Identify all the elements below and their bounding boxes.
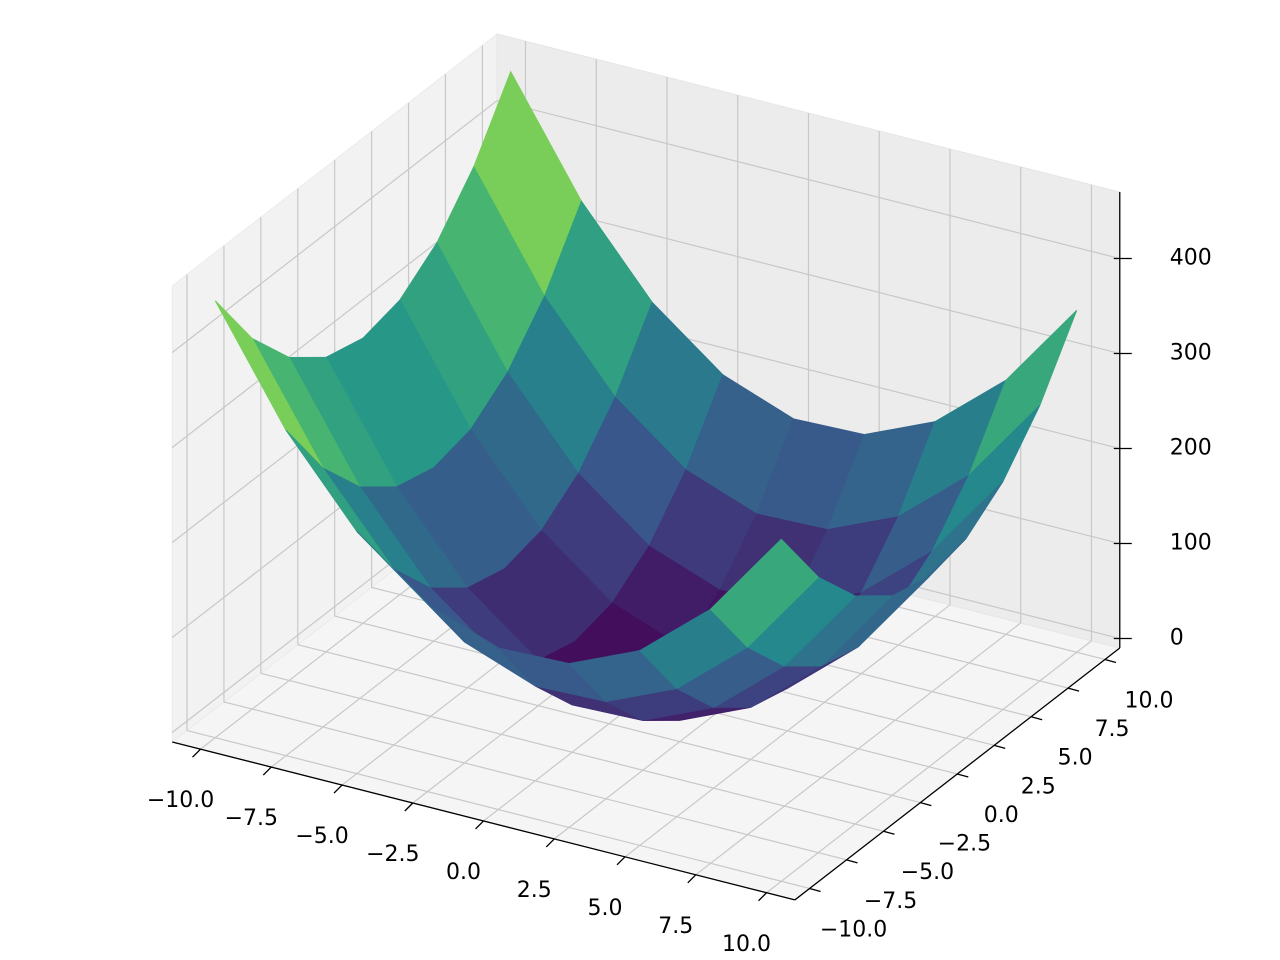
z-tick-label: 400	[1170, 246, 1212, 271]
surface-patch	[709, 538, 819, 648]
x-tick	[333, 784, 343, 794]
grid-line	[223, 701, 847, 861]
grid-line	[260, 672, 884, 832]
x-tick	[616, 856, 626, 866]
y-tick-label: 10.0	[1125, 688, 1174, 713]
x-tick	[475, 820, 484, 830]
x-tick-label: 10.0	[722, 932, 771, 957]
axis-line	[172, 741, 795, 901]
x-tick-label: −7.5	[225, 806, 278, 831]
y-tick	[1067, 687, 1080, 692]
y-tick	[957, 773, 969, 778]
y-tick	[994, 744, 1006, 749]
z-tick-label: 100	[1170, 531, 1212, 556]
y-tick	[1030, 716, 1043, 721]
x-tick-label: 7.5	[658, 914, 693, 939]
y-tick-label: −7.5	[864, 889, 917, 914]
z-tick-label: 300	[1170, 341, 1212, 366]
y-tick-label: −10.0	[820, 917, 887, 942]
x-tick-label: −10.0	[147, 788, 214, 813]
x-tick	[545, 838, 555, 848]
y-tick-label: −5.0	[901, 860, 954, 885]
y-tick-label: −2.5	[938, 832, 991, 857]
grid-line	[186, 729, 810, 890]
grid-line	[297, 644, 921, 804]
y-tick	[883, 830, 895, 835]
y-tick-label: 5.0	[1058, 746, 1093, 771]
x-tick-label: 5.0	[588, 896, 623, 921]
x-tick	[262, 766, 272, 776]
y-tick	[846, 859, 858, 864]
y-tick	[809, 887, 821, 893]
y-tick	[1104, 658, 1117, 664]
y-tick-label: 2.5	[1021, 774, 1056, 799]
grid-line	[171, 100, 498, 353]
grid-line	[497, 99, 1120, 260]
x-tick	[404, 802, 414, 812]
y-tick-label: 0.0	[984, 803, 1019, 828]
x-tick-label: 0.0	[446, 860, 481, 885]
x-tick-label: −2.5	[366, 842, 419, 867]
y-tick	[920, 801, 932, 807]
x-tick	[758, 892, 767, 902]
y-tick-label: 7.5	[1095, 717, 1130, 742]
grid-line	[497, 194, 1120, 355]
z-tick-label: 200	[1170, 436, 1212, 461]
x-tick-label: 2.5	[517, 878, 552, 903]
x-tick	[192, 748, 201, 758]
x-tick	[687, 874, 697, 884]
x-tick-label: −5.0	[295, 824, 348, 849]
z-tick-label: 0	[1170, 626, 1184, 651]
